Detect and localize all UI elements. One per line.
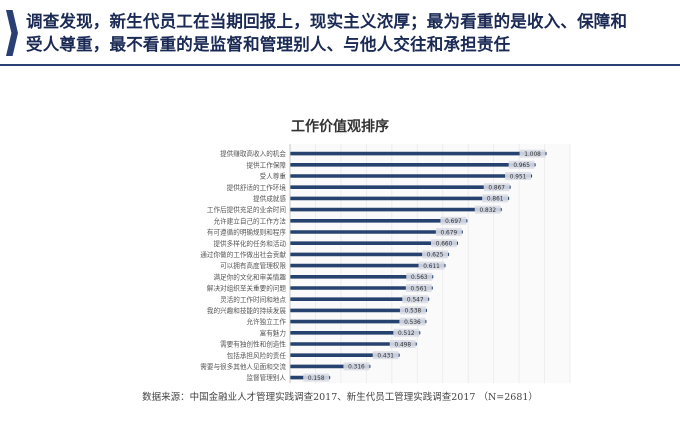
value-label-box <box>431 239 457 248</box>
value-label-box <box>405 284 432 292</box>
value-label-box <box>422 250 449 259</box>
value-label-box <box>505 172 532 180</box>
bar <box>290 207 502 212</box>
bar <box>290 319 427 324</box>
category-label: 需要有独创性和创造性 <box>220 340 286 349</box>
value-label: 0.832 <box>479 208 496 214</box>
category-label: 允许独立工作 <box>246 317 286 326</box>
value-label-box <box>440 216 467 225</box>
category-label: 提供多样化的任务和活动 <box>213 239 286 248</box>
bar <box>290 353 400 357</box>
bar <box>290 308 427 313</box>
category-label: 提供舒适的工作环境 <box>227 183 287 192</box>
bar <box>290 241 458 245</box>
bar <box>290 297 430 301</box>
value-label: 1.008 <box>524 152 541 158</box>
category-label: 我的兴趣和技能的持续发展 <box>207 306 287 315</box>
value-label: 0.512 <box>398 331 415 337</box>
value-label: 0.867 <box>488 186 505 192</box>
category-label: 需要与很多其他人见面和交流 <box>200 362 286 371</box>
value-label: 0.536 <box>404 320 421 326</box>
value-label-box <box>402 295 429 304</box>
value-label: 0.547 <box>407 298 424 304</box>
value-label: 0.563 <box>411 275 428 281</box>
bar-chart: 提供赚取高收入的机会 1.008 提供工作保障 0.965 受人尊重 0.951 提供舒适的… <box>200 144 571 384</box>
bar <box>290 286 433 290</box>
value-label: 0.679 <box>441 230 458 236</box>
value-label-box <box>343 362 370 371</box>
value-label: 0.660 <box>436 242 453 248</box>
bar <box>290 185 511 189</box>
slide-headline: 调查发现，新生代员工在当期回报上，现实主义浓厚；最为看重的是收入、保障和 受人尊… <box>26 10 676 56</box>
headline-line-2: 受人尊重，最不看重的是监督和管理别人、与他人交往和承担责任 <box>26 35 511 54</box>
value-label: 0.965 <box>513 163 530 169</box>
category-label: 提供赚取高收入的机会 <box>220 149 286 158</box>
value-label-box <box>519 149 546 158</box>
category-label: 可以拥有高度管理权限 <box>220 261 286 270</box>
bar <box>290 230 463 234</box>
value-label-box <box>435 228 462 236</box>
category-label: 包括承担风险的责任 <box>227 351 287 360</box>
value-label-box <box>406 272 433 281</box>
category-label: 富有魅力 <box>260 328 286 337</box>
value-label: 0.158 <box>308 376 325 382</box>
value-label-box <box>399 317 426 326</box>
value-label: 0.951 <box>510 174 527 180</box>
value-label-box <box>389 340 416 348</box>
bar <box>290 219 468 223</box>
category-label: 受人尊重 <box>260 172 287 181</box>
category-label: 满足你的文化和审美情趣 <box>213 272 286 281</box>
value-label-box <box>393 328 420 337</box>
bar <box>290 196 510 201</box>
value-label-box <box>474 205 501 214</box>
category-label: 允许建立自己的工作方法 <box>213 216 286 225</box>
value-label: 0.625 <box>427 253 444 259</box>
bar <box>290 263 446 268</box>
chart-title: 工作价值观排序 <box>291 119 389 135</box>
data-source-note: 数据来源：中国金融业人才管理实践调查2017、新生代员工管理实践调查2017 （… <box>142 392 538 403</box>
category-label: 提供工作保障 <box>246 160 286 169</box>
value-label: 0.611 <box>423 264 440 270</box>
value-label-box <box>508 160 535 169</box>
value-label-box <box>418 261 445 270</box>
value-label-box <box>483 183 510 192</box>
bar <box>290 174 533 178</box>
category-label: 通过你做的工作做出社会贡献 <box>200 250 286 259</box>
bar <box>290 252 450 257</box>
category-label: 解决对组织至关重要的问题 <box>207 284 287 293</box>
value-label-box <box>372 351 399 360</box>
category-label: 灵活的工作时间和地点 <box>220 295 286 304</box>
slide-header: 调查发现，新生代员工在当期回报上，现实主义浓厚；最为看重的是收入、保障和 受人尊… <box>0 0 680 66</box>
value-label: 0.431 <box>377 354 394 360</box>
bar <box>290 331 421 335</box>
category-label: 监督管理别人 <box>246 373 286 382</box>
bar <box>290 342 417 346</box>
value-label: 0.861 <box>487 197 504 203</box>
value-label-box <box>399 306 426 315</box>
category-label: 有可遵循的明确规则和程序 <box>207 228 287 237</box>
value-label-box <box>482 194 509 203</box>
bar <box>290 163 536 167</box>
value-label: 0.316 <box>348 365 365 371</box>
value-label: 0.561 <box>410 286 427 292</box>
bar <box>290 275 434 279</box>
chevron-icon <box>6 10 20 56</box>
category-label: 提供成就感 <box>253 194 286 203</box>
value-label: 0.697 <box>445 219 462 225</box>
value-label: 0.538 <box>405 309 422 315</box>
value-label-box <box>303 373 330 382</box>
headline-line-1: 调查发现，新生代员工在当期回报上，现实主义浓厚；最为看重的是收入、保障和 <box>26 12 628 31</box>
value-label: 0.498 <box>394 342 411 348</box>
header-divider <box>0 64 680 66</box>
category-label: 工作后提供充足的业余时间 <box>207 205 287 214</box>
bar <box>290 151 547 156</box>
